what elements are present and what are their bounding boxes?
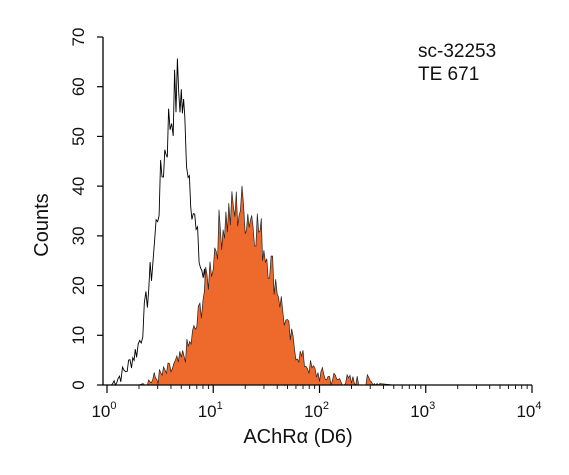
y-tick-label: 10 [69, 326, 88, 345]
x-tick-label: 103 [410, 400, 435, 421]
x-tick-label: 100 [91, 400, 116, 421]
x-tick-label: 101 [198, 400, 223, 421]
y-tick-label: 30 [69, 226, 88, 245]
x-tick-label: 104 [516, 400, 541, 421]
y-tick-label: 0 [69, 380, 88, 389]
annotation-catalog-number: sc-32253 [418, 41, 496, 62]
plot-area [107, 58, 458, 387]
y-tick-label: 20 [69, 276, 88, 295]
x-tick-label: 102 [304, 400, 329, 421]
x-axis-title: AChRα (D6) [243, 426, 352, 448]
y-axis-ticks: 0 10 20 30 40 50 60 70 [69, 28, 103, 390]
y-tick-label: 60 [69, 77, 88, 96]
y-tick-label: 50 [69, 127, 88, 146]
y-axis-title: Counts [31, 193, 53, 256]
annotation-cell-line: TE 671 [418, 64, 479, 85]
x-axis-ticks: 100 101 102 103 104 [91, 385, 542, 421]
series-filled-area [107, 185, 458, 385]
y-tick-label: 70 [69, 28, 88, 47]
y-tick-label: 40 [69, 177, 88, 196]
